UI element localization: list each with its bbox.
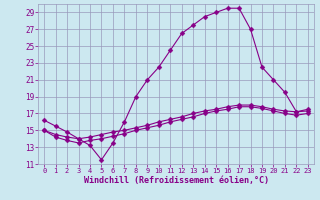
X-axis label: Windchill (Refroidissement éolien,°C): Windchill (Refroidissement éolien,°C) [84, 176, 268, 185]
